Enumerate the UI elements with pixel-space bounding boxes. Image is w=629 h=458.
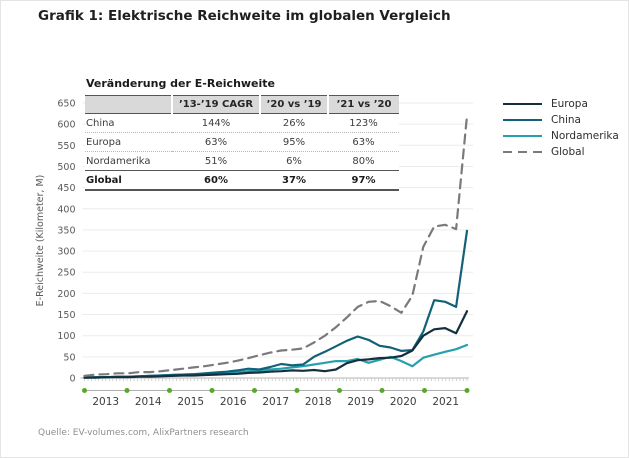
year-label: 2016: [220, 396, 247, 408]
y-tick-label: 650: [57, 99, 75, 110]
y-axis-label: E-Reichweite (Kilometer, M): [35, 175, 46, 307]
year-marker-dot: [82, 388, 87, 393]
year-label: 2020: [390, 396, 417, 408]
legend-label: China: [551, 114, 581, 126]
y-tick-label: 0: [69, 374, 75, 385]
table-cell: 123%: [349, 117, 378, 129]
table-cell: 63%: [328, 132, 399, 152]
year-label: 2017: [262, 396, 289, 408]
year-label: 2013: [92, 396, 119, 408]
year-label: 2021: [432, 396, 459, 408]
y-tick-label: 400: [57, 204, 75, 215]
y-tick-label: 600: [57, 120, 75, 131]
source-text: Quelle: EV-volumes.com, AlixPartners res…: [38, 428, 249, 438]
change-table: ’13-’19 CAGR ’20 vs ’19 ’21 vs ’20 China…: [85, 95, 399, 191]
series-line-europa: [83, 310, 469, 379]
legend-item-china: China: [503, 112, 619, 128]
table-corner-cell: [85, 95, 172, 114]
table-col-header-20vs19: ’20 vs ’19: [259, 95, 328, 114]
legend-swatch-nordamerika: [503, 134, 542, 138]
table-cell: 6%: [260, 151, 328, 171]
year-marker-dot: [167, 388, 172, 393]
table-title: Veränderung der E-Reichweite: [86, 77, 276, 90]
year-label: 2015: [177, 396, 204, 408]
y-tick-label: 150: [57, 310, 75, 321]
table-cell: 144%: [201, 117, 231, 129]
table-row-china: China 144% 26% 123%: [85, 114, 399, 133]
y-tick-label: 500: [57, 162, 75, 173]
legend-label: Global: [551, 146, 585, 158]
year-marker-dot: [294, 388, 300, 393]
legend-label: Nordamerika: [551, 130, 619, 142]
table-header-row: ’13-’19 CAGR ’20 vs ’19 ’21 vs ’20: [85, 95, 399, 114]
year-marker-dot: [422, 388, 427, 393]
year-label: 2018: [305, 396, 332, 408]
year-marker-dot: [252, 388, 257, 393]
table-row-nordamerika: Nordamerika 51% 6% 80%: [85, 151, 399, 171]
table-cell: 60%: [172, 170, 260, 191]
y-tick-label: 50: [63, 352, 75, 363]
year-label: 2019: [347, 396, 374, 408]
year-marker-dot: [124, 388, 130, 393]
table-cell: 95%: [260, 132, 328, 152]
legend-label: Europa: [551, 98, 588, 110]
year-marker-dot: [464, 388, 470, 393]
y-tick-label: 350: [57, 225, 75, 236]
table-cell: 51%: [172, 151, 260, 171]
table-row-global: Global 60% 37% 97%: [85, 170, 399, 191]
y-tick-label: 300: [57, 247, 75, 258]
year-marker-dot: [209, 388, 215, 393]
series-line-china: [83, 229, 469, 379]
table-cell: 97%: [328, 170, 399, 191]
legend-item-nordamerika: Nordamerika: [503, 128, 619, 144]
table-col-header-21vs20: ’21 vs ’20: [327, 95, 399, 114]
legend-swatch-europa: [503, 102, 542, 106]
table-cell: 80%: [328, 151, 399, 171]
y-tick-label: 200: [57, 289, 75, 300]
row-label: China: [86, 117, 115, 129]
year-label: 2014: [135, 396, 162, 408]
year-marker-dot: [337, 388, 342, 393]
row-label: Global: [85, 170, 172, 191]
y-tick-label: 100: [57, 331, 75, 342]
y-tick-label: 550: [57, 141, 75, 152]
table-row-europa: Europa 63% 95% 63%: [85, 132, 399, 152]
y-tick-label: 450: [57, 183, 75, 194]
change-table-panel: Veränderung der E-Reichweite ’13-’19 CAG…: [85, 77, 399, 191]
year-marker-dot: [379, 388, 385, 393]
row-label: Nordamerika: [85, 151, 172, 171]
y-tick-label: 250: [57, 268, 75, 279]
table-cell: 26%: [282, 117, 306, 129]
legend-swatch-global: [503, 150, 542, 154]
page-title: Grafik 1: Elektrische Reichweite im glob…: [38, 8, 451, 24]
legend-item-europa: Europa: [503, 96, 619, 112]
table-cell: 63%: [172, 132, 260, 152]
row-label: Europa: [85, 132, 172, 152]
legend-item-global: Global: [503, 144, 619, 160]
legend-swatch-china: [503, 118, 542, 122]
series-line-global: [83, 114, 469, 377]
table-col-header-cagr: ’13-’19 CAGR: [171, 95, 260, 114]
table-cell: 37%: [260, 170, 328, 191]
chart-legend: Europa China Nordamerika Global: [503, 96, 619, 160]
